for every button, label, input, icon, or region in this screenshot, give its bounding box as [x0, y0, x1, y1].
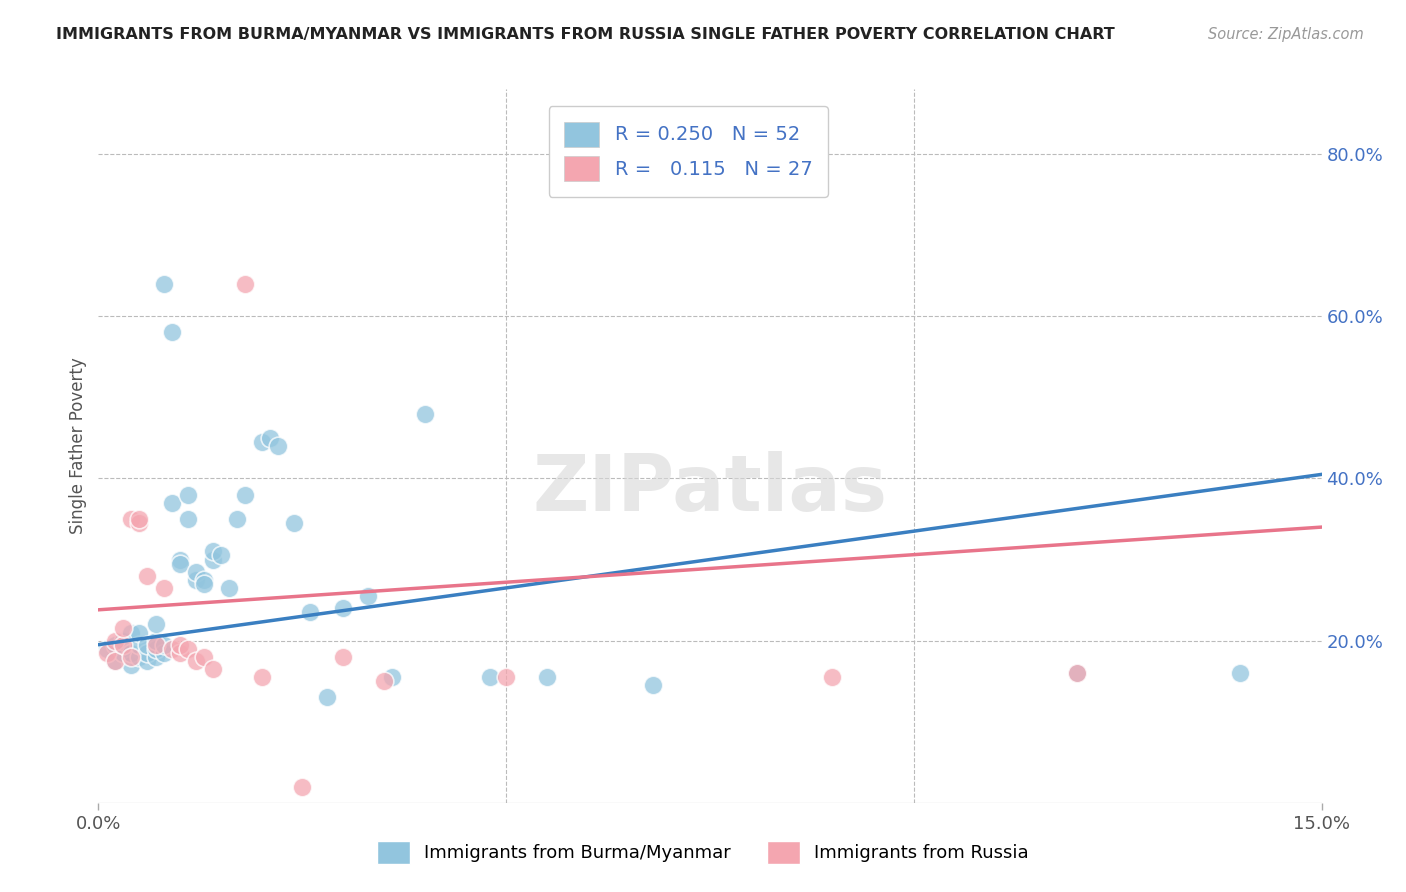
Point — [136, 638, 159, 652]
Text: IMMIGRANTS FROM BURMA/MYANMAR VS IMMIGRANTS FROM RUSSIA SINGLE FATHER POVERTY CO: IMMIGRANTS FROM BURMA/MYANMAR VS IMMIGRA… — [56, 27, 1115, 42]
Point — [201, 552, 224, 566]
Point — [169, 646, 191, 660]
Point — [356, 589, 378, 603]
Point — [152, 581, 174, 595]
Point — [136, 646, 159, 660]
Point — [186, 573, 208, 587]
Point — [193, 573, 215, 587]
Point — [495, 670, 517, 684]
Point — [120, 657, 142, 672]
Point — [152, 638, 174, 652]
Point — [1229, 666, 1251, 681]
Point — [381, 670, 404, 684]
Point — [152, 646, 174, 660]
Point — [104, 654, 127, 668]
Point — [186, 565, 208, 579]
Y-axis label: Single Father Poverty: Single Father Poverty — [69, 358, 87, 534]
Point — [177, 512, 200, 526]
Legend: R = 0.250   N = 52, R =   0.115   N = 27: R = 0.250 N = 52, R = 0.115 N = 27 — [548, 106, 828, 197]
Point — [96, 641, 118, 656]
Point — [160, 326, 183, 340]
Point — [152, 277, 174, 291]
Text: ZIPatlas: ZIPatlas — [533, 450, 887, 527]
Point — [201, 662, 224, 676]
Point — [160, 641, 183, 656]
Point — [128, 638, 150, 652]
Point — [169, 552, 191, 566]
Point — [641, 678, 664, 692]
Point — [136, 654, 159, 668]
Point — [104, 633, 127, 648]
Point — [186, 654, 208, 668]
Point — [128, 516, 150, 530]
Point — [536, 670, 558, 684]
Point — [120, 625, 142, 640]
Point — [104, 654, 127, 668]
Point — [145, 633, 167, 648]
Point — [233, 488, 256, 502]
Point — [413, 407, 436, 421]
Point — [315, 690, 337, 705]
Point — [226, 512, 249, 526]
Point — [299, 605, 322, 619]
Point — [291, 780, 314, 794]
Point — [120, 512, 142, 526]
Point — [128, 649, 150, 664]
Point — [160, 496, 183, 510]
Point — [136, 568, 159, 582]
Point — [250, 670, 273, 684]
Point — [267, 439, 290, 453]
Point — [478, 670, 501, 684]
Point — [209, 549, 232, 563]
Point — [169, 638, 191, 652]
Point — [111, 633, 134, 648]
Point — [193, 649, 215, 664]
Point — [177, 641, 200, 656]
Point — [332, 649, 354, 664]
Point — [145, 617, 167, 632]
Point — [96, 646, 118, 660]
Point — [111, 622, 134, 636]
Point — [145, 641, 167, 656]
Point — [128, 625, 150, 640]
Point — [201, 544, 224, 558]
Point — [120, 646, 142, 660]
Point — [111, 638, 134, 652]
Text: Source: ZipAtlas.com: Source: ZipAtlas.com — [1208, 27, 1364, 42]
Point — [332, 601, 354, 615]
Point — [145, 649, 167, 664]
Legend: Immigrants from Burma/Myanmar, Immigrants from Russia: Immigrants from Burma/Myanmar, Immigrant… — [363, 826, 1043, 879]
Point — [104, 638, 127, 652]
Point — [283, 516, 305, 530]
Point — [233, 277, 256, 291]
Point — [111, 646, 134, 660]
Point — [373, 674, 395, 689]
Point — [821, 670, 844, 684]
Point — [120, 649, 142, 664]
Point — [250, 434, 273, 449]
Point — [259, 431, 281, 445]
Point — [128, 512, 150, 526]
Point — [218, 581, 240, 595]
Point — [145, 638, 167, 652]
Point — [1066, 666, 1088, 681]
Point — [1066, 666, 1088, 681]
Point — [193, 577, 215, 591]
Point — [169, 557, 191, 571]
Point — [177, 488, 200, 502]
